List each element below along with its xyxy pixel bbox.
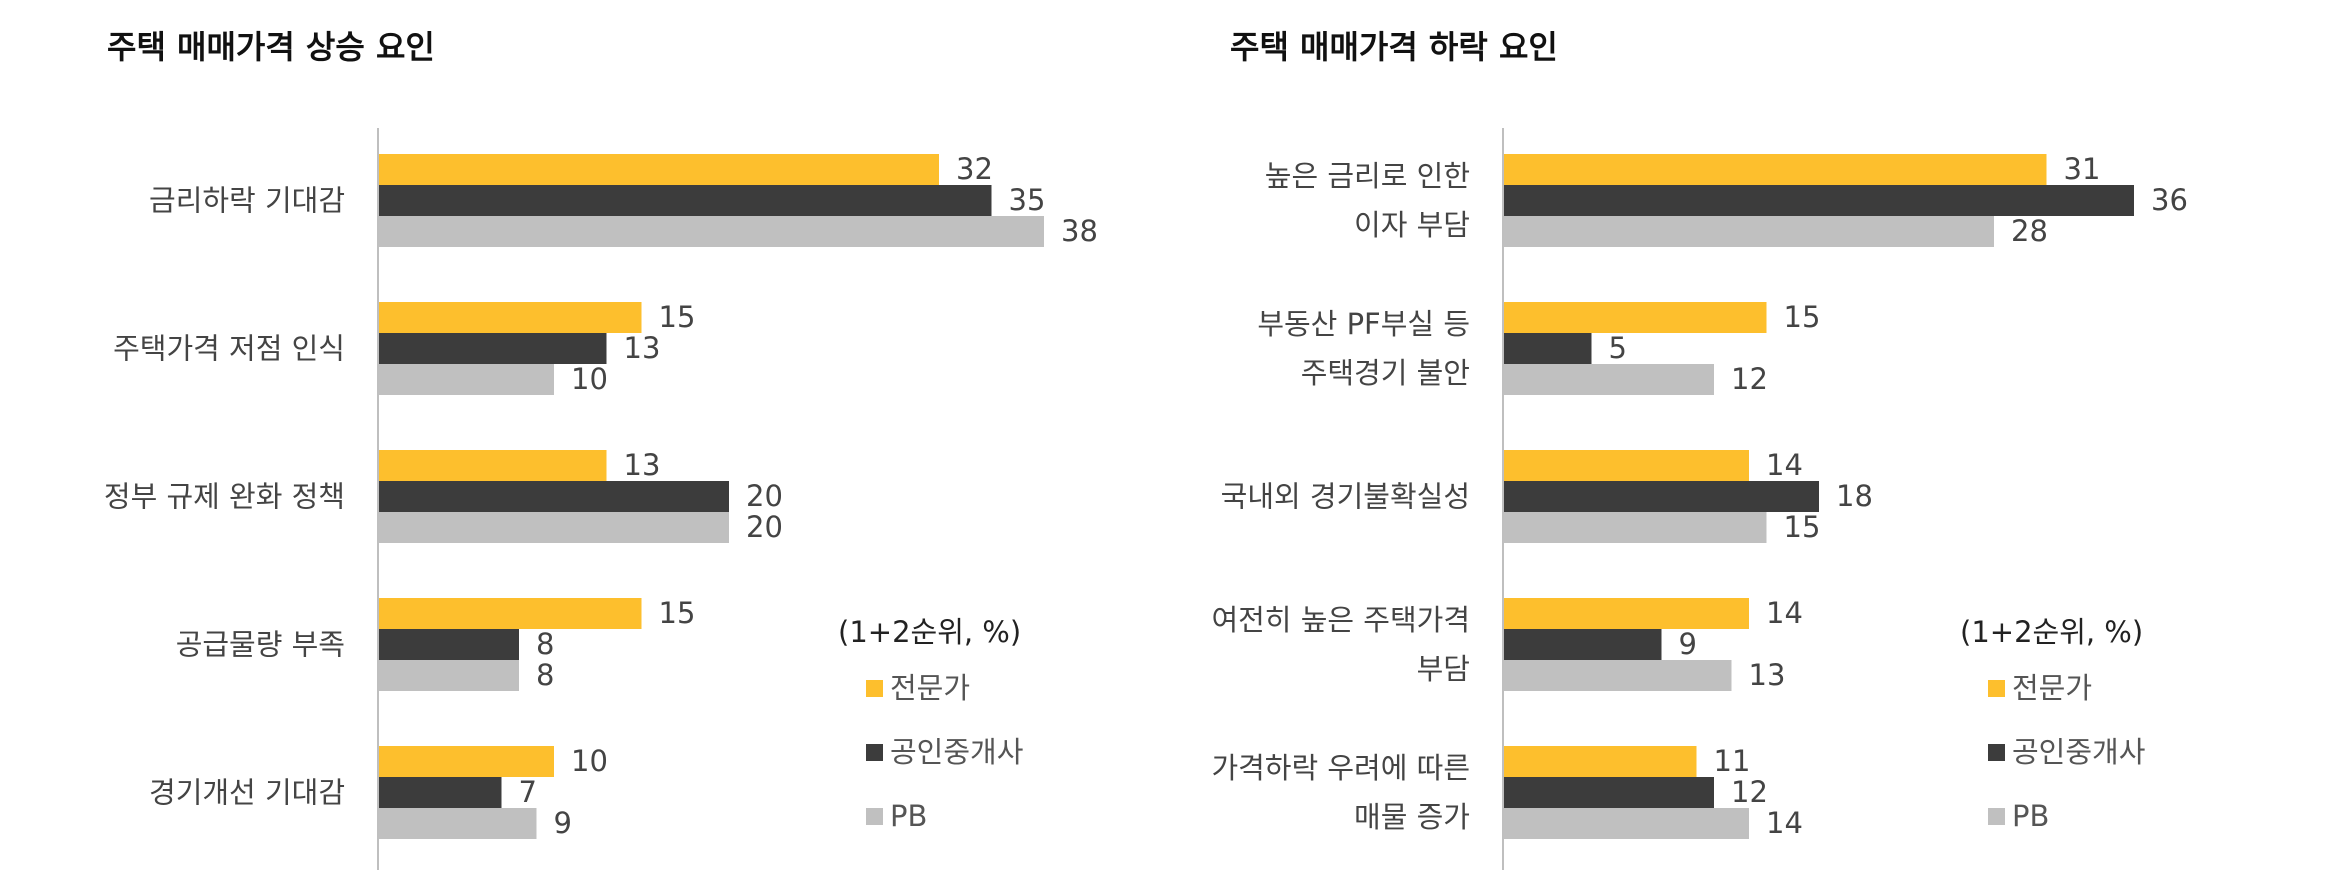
bar (1504, 302, 1767, 333)
legend-label: 전문가 (890, 671, 970, 705)
data-label: 18 (1836, 479, 1873, 513)
data-label: 8 (536, 658, 554, 692)
legend-swatch (1988, 808, 2005, 825)
legend-label: 전문가 (2012, 671, 2092, 705)
data-label: 15 (659, 596, 696, 630)
data-label: 20 (746, 510, 783, 544)
bar (379, 629, 519, 660)
data-label: 9 (554, 806, 572, 840)
category-label: 높은 금리로 인한 (1265, 159, 1470, 193)
legend-label: 공인중개사 (2012, 735, 2145, 769)
bar (379, 777, 502, 808)
data-label: 13 (624, 448, 661, 482)
data-label: 20 (746, 479, 783, 513)
bar (1504, 746, 1697, 777)
bar (379, 660, 519, 691)
legend-label: 공인중개사 (890, 735, 1023, 769)
category-label: 공급물량 부족 (176, 628, 345, 662)
chart-title: 주택 매매가격 상승 요인 (107, 28, 435, 66)
bar (1504, 808, 1749, 839)
bar (379, 333, 607, 364)
bar (1504, 185, 2134, 216)
bar (379, 808, 537, 839)
bar (1504, 216, 1994, 247)
category-label: 이자 부담 (1354, 208, 1470, 242)
data-label: 5 (1609, 331, 1627, 365)
data-label: 14 (1766, 448, 1803, 482)
legend-swatch (866, 808, 883, 825)
bar (379, 302, 642, 333)
data-label: 12 (1731, 362, 1768, 396)
data-label: 31 (2064, 152, 2101, 186)
data-label: 36 (2151, 183, 2188, 217)
legend-swatch (866, 680, 883, 697)
data-label: 13 (1749, 658, 1786, 692)
data-label: 8 (536, 627, 554, 661)
legend-swatch (866, 744, 883, 761)
unit-note: (1+2순위, %) (1960, 615, 2143, 649)
bar (1504, 364, 1714, 395)
data-label: 11 (1714, 744, 1751, 778)
bar (379, 450, 607, 481)
bar (1504, 777, 1714, 808)
bar (379, 154, 939, 185)
bar (379, 746, 554, 777)
data-label: 7 (519, 775, 537, 809)
data-label: 9 (1679, 627, 1697, 661)
bar (1504, 450, 1749, 481)
category-label: 여전히 높은 주택가격 (1211, 603, 1470, 637)
chart-title: 주택 매매가격 하락 요인 (1230, 28, 1558, 66)
legend-swatch (1988, 744, 2005, 761)
category-label: 정부 규제 완화 정책 (104, 480, 345, 514)
bar (379, 512, 729, 543)
data-label: 14 (1766, 806, 1803, 840)
data-label: 15 (1784, 510, 1821, 544)
legend-label: PB (890, 799, 927, 833)
data-label: 32 (956, 152, 993, 186)
bar (379, 185, 992, 216)
category-label: 부동산 PF부실 등 (1257, 307, 1470, 341)
chart-panel-rise: 주택 매매가격 상승 요인 금리하락 기대감 32 35 38 주택가격 저점 인식 15… (0, 0, 1160, 870)
category-label: 국내외 경기불확실성 (1221, 480, 1470, 514)
unit-note: (1+2순위, %) (838, 615, 1021, 649)
bar (1504, 154, 2047, 185)
data-label: 15 (659, 300, 696, 334)
bar (1504, 660, 1732, 691)
data-label: 10 (571, 362, 608, 396)
data-label: 12 (1731, 775, 1768, 809)
data-label: 13 (624, 331, 661, 365)
category-label: 매물 증가 (1354, 800, 1470, 834)
bar (379, 216, 1044, 247)
data-label: 38 (1061, 214, 1098, 248)
bar (1504, 598, 1749, 629)
category-label: 주택가격 저점 인식 (113, 332, 345, 366)
bar (1504, 333, 1592, 364)
category-label: 부담 (1417, 652, 1470, 686)
legend-label: PB (2012, 799, 2049, 833)
legend-swatch (1988, 680, 2005, 697)
category-label: 주택경기 불안 (1301, 356, 1470, 390)
bar (1504, 512, 1767, 543)
data-label: 15 (1784, 300, 1821, 334)
bar (379, 481, 729, 512)
bar (379, 364, 554, 395)
category-label: 가격하락 우려에 따른 (1211, 751, 1470, 785)
data-label: 14 (1766, 596, 1803, 630)
bar (1504, 629, 1662, 660)
bar (1504, 481, 1819, 512)
data-label: 10 (571, 744, 608, 778)
data-label: 35 (1009, 183, 1046, 217)
category-label: 금리하락 기대감 (149, 184, 345, 218)
bar (379, 598, 642, 629)
data-label: 28 (2011, 214, 2048, 248)
category-label: 경기개선 기대감 (149, 776, 345, 810)
